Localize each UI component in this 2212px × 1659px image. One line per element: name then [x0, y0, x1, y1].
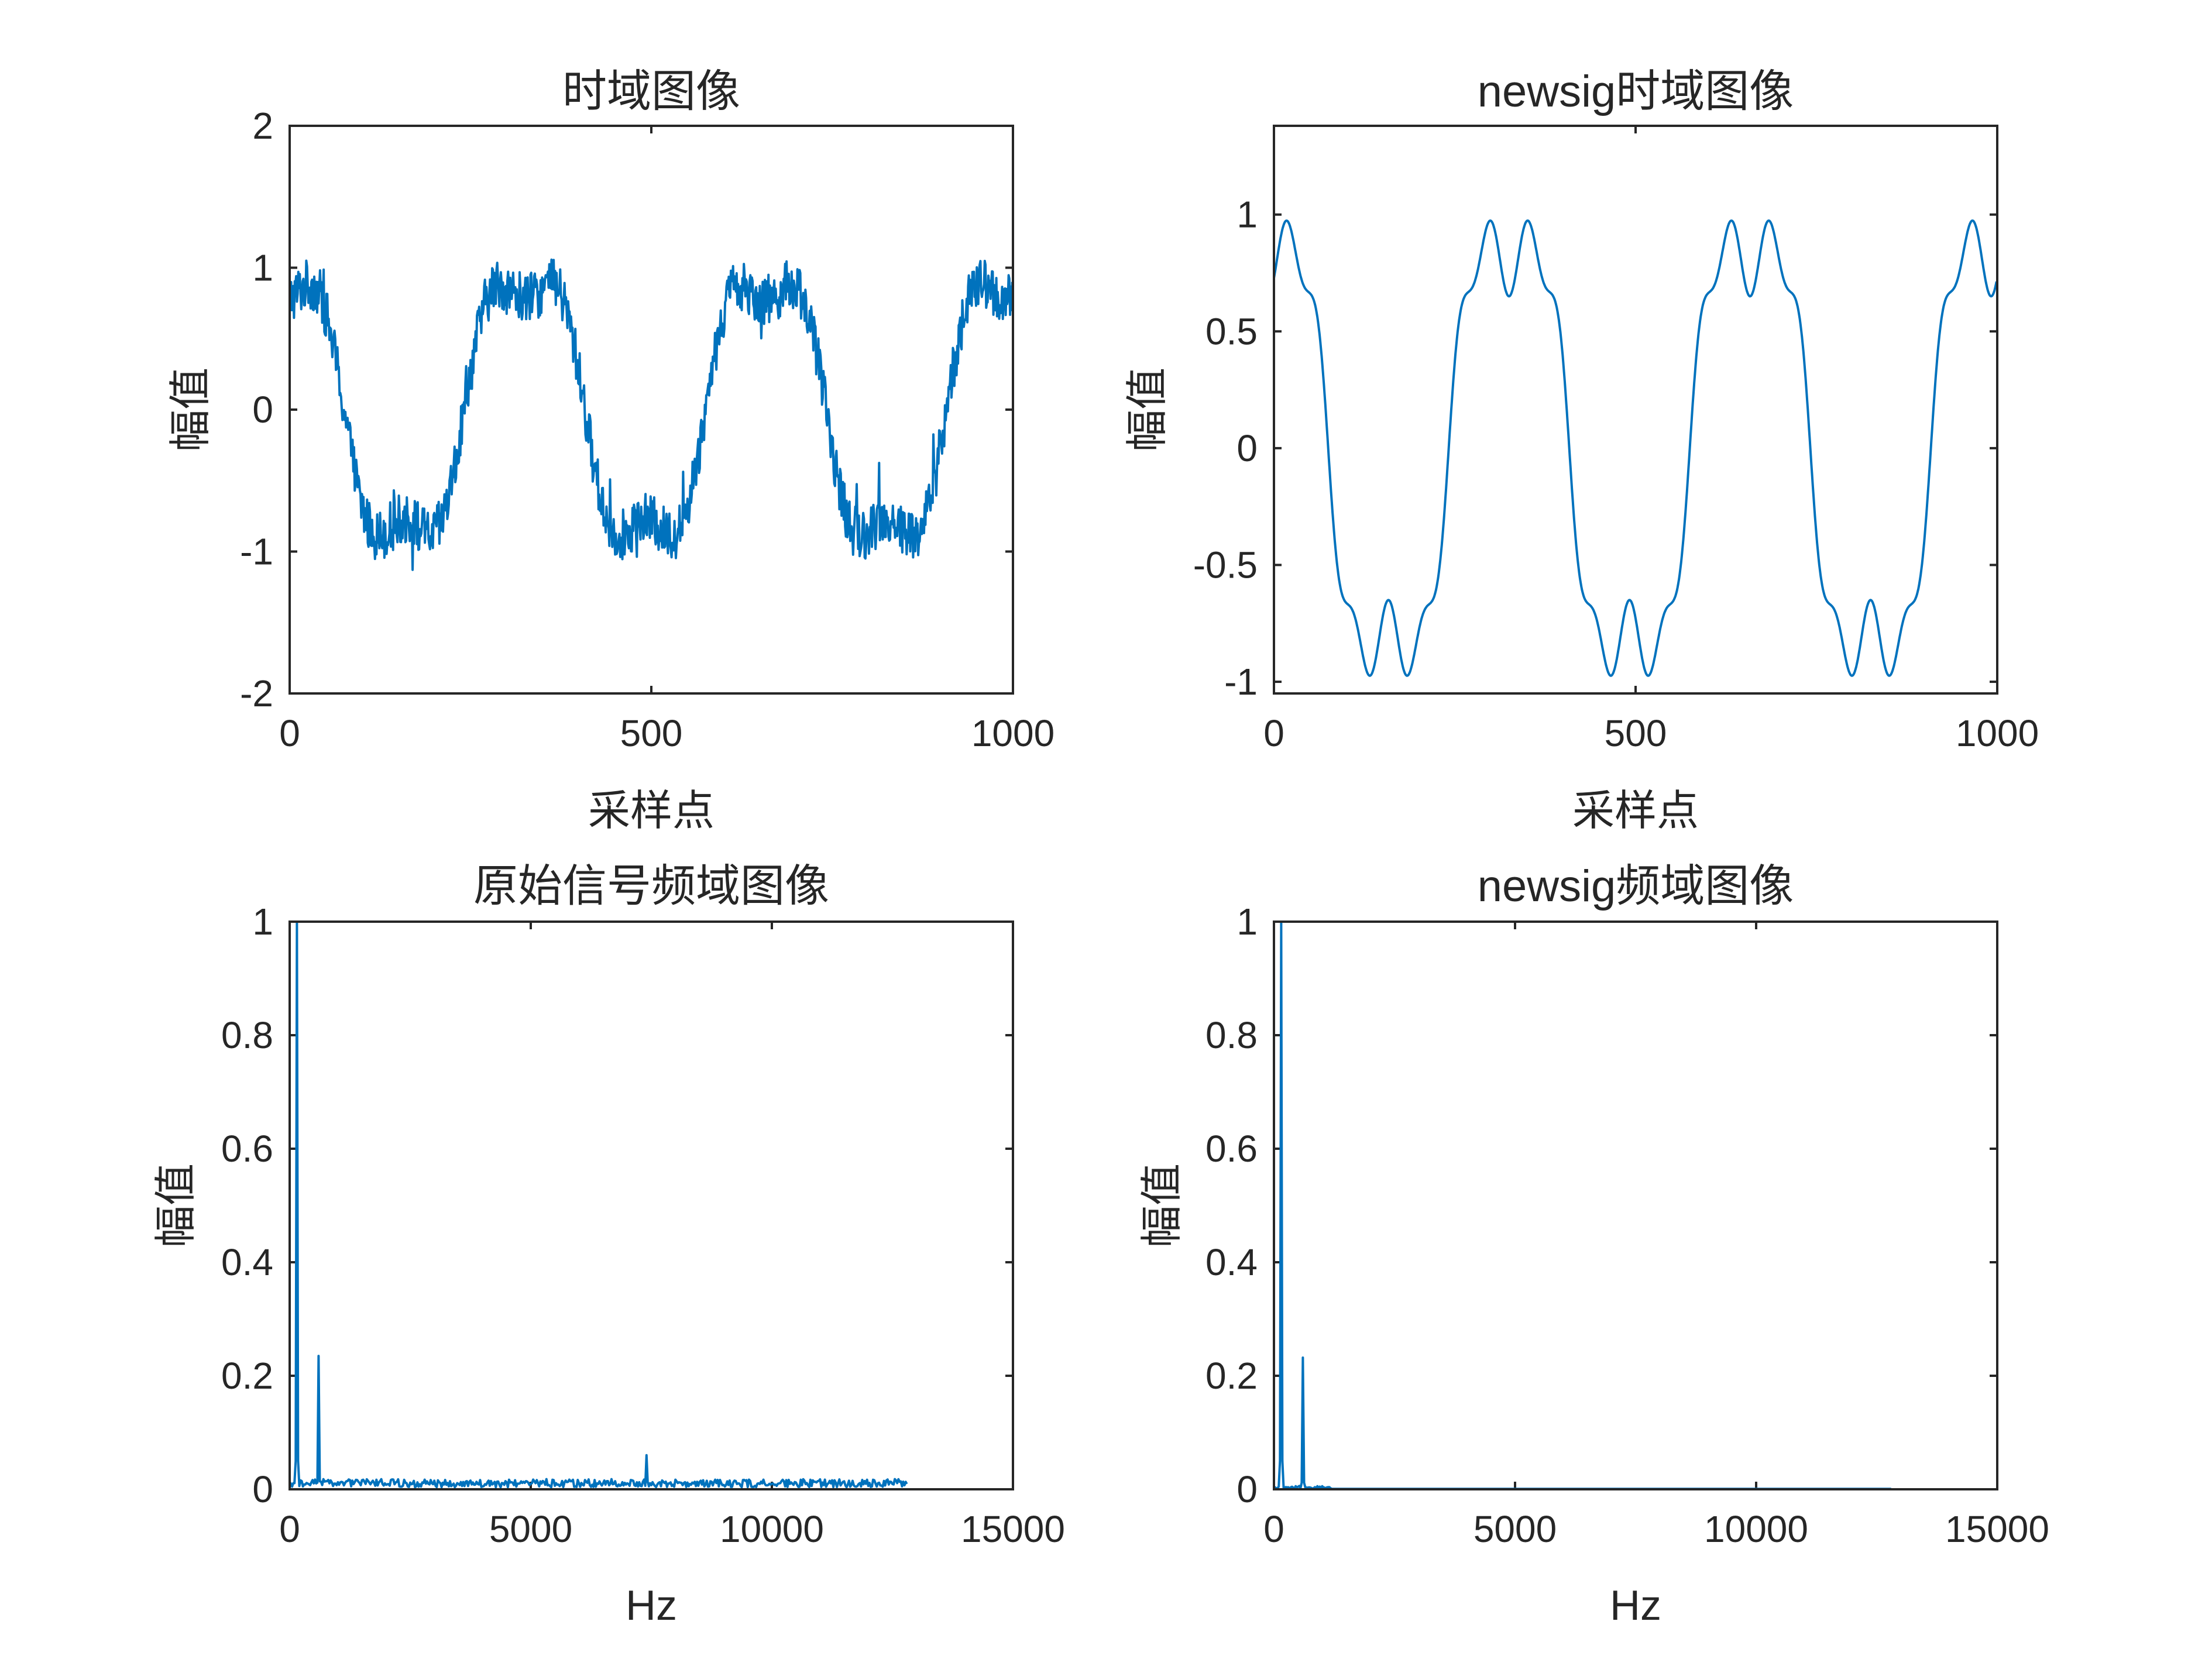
y-axis-label: 幅值	[167, 367, 214, 452]
x-tick-label: 1000	[1956, 712, 2039, 754]
tick-label-group: 0 5000 10000 15000 0 0.2 0.4 0.6 0.8 1	[1205, 901, 2049, 1550]
time-domain-original-plot: 时域图像 采样点 幅值 0 500 1000 -2 -1 0 1 2	[167, 67, 1055, 834]
y-tick-label: 0	[1236, 1468, 1258, 1510]
y-tick-label: -1	[1224, 661, 1258, 703]
series-line	[1273, 219, 1998, 677]
y-tick-label: -2	[240, 672, 273, 715]
y-tick-label: -1	[240, 531, 273, 573]
plot-frame	[288, 920, 1014, 1490]
x-tick-label: 500	[620, 712, 683, 754]
y-tick-label: 0.5	[1205, 310, 1258, 352]
y-tick-label: 1	[252, 247, 273, 289]
y-axis-label: 幅值	[153, 1163, 200, 1248]
plot-frame	[1273, 920, 1998, 1490]
y-tick-label: 0.2	[221, 1355, 273, 1397]
y-tick-label: 2	[252, 105, 273, 147]
x-axis-label: Hz	[1610, 1582, 1661, 1629]
y-tick-label: 0.2	[1205, 1355, 1258, 1397]
x-tick-label: 10000	[1704, 1508, 1808, 1550]
x-tick-label: 5000	[489, 1508, 572, 1550]
y-tick-label: 0.6	[221, 1128, 273, 1170]
y-tick-label: -0.5	[1193, 544, 1258, 586]
y-tick-label: 0	[1236, 427, 1258, 469]
x-tick-label: 500	[1605, 712, 1667, 754]
plot-frame	[1273, 125, 1998, 695]
plot-title: 时域图像	[562, 67, 740, 116]
tick-label-group: 0 500 1000 -2 -1 0 1 2	[240, 105, 1055, 754]
x-axis-label: 采样点	[588, 788, 715, 834]
x-tick-label: 0	[1263, 712, 1284, 754]
x-tick-label: 10000	[720, 1508, 824, 1550]
series-line	[288, 258, 1014, 571]
series-line	[288, 920, 908, 1489]
frequency-domain-original-plot: 原始信号频域图像 Hz 幅值 0 5000 10000 15000 0 0.2 0.4 0.6…	[153, 861, 1065, 1629]
plot-title: 原始信号频域图像	[473, 861, 829, 911]
y-axis-label: 幅值	[1124, 367, 1171, 452]
x-axis-label: Hz	[626, 1582, 677, 1629]
plot-title: newsig频域图像	[1478, 861, 1794, 911]
x-tick-label: 0	[1263, 1508, 1284, 1550]
y-tick-label: 0.4	[221, 1241, 273, 1283]
y-tick-label: 0.4	[1205, 1241, 1258, 1283]
frequency-domain-newsig-plot: newsig频域图像 Hz 幅值 0 5000 10000 1500000.20.40…	[1139, 861, 2049, 1629]
y-tick-label: 1	[1236, 194, 1258, 236]
x-tick-label: 15000	[961, 1508, 1065, 1550]
y-tick-label: 1	[1236, 901, 1258, 943]
x-axis-label: 采样点	[1572, 788, 1699, 834]
plot-frame	[288, 125, 1014, 695]
time-domain-newsig-plot: newsig时域图像 采样点 幅值 0 500 1000 -1 -0.5 0 0.5 1	[1124, 67, 2039, 834]
y-tick-label: 0	[252, 389, 273, 431]
y-tick-label: 1	[252, 901, 273, 943]
x-tick-label: 5000	[1473, 1508, 1557, 1550]
y-tick-label: 0.8	[1205, 1014, 1258, 1056]
x-tick-label: 0	[279, 1508, 300, 1550]
y-axis-label: 幅值	[1139, 1163, 1186, 1248]
y-tick-label: 0	[252, 1468, 273, 1510]
y-tick-label: 0.8	[221, 1014, 273, 1056]
tick-label-group: 0 500 1000 -1 -0.5 0 0.5 1	[1193, 194, 2039, 754]
x-tick-label: 1000	[971, 712, 1055, 754]
x-tick-label: 0	[279, 712, 300, 754]
plot-title: newsig时域图像	[1478, 67, 1794, 116]
y-tick-label: 0.6	[1205, 1128, 1258, 1170]
x-tick-label: 15000	[1945, 1508, 2049, 1550]
tick-label-group: 0 5000 10000 15000 0 0.2 0.4 0.6 0.8 1	[221, 901, 1065, 1550]
